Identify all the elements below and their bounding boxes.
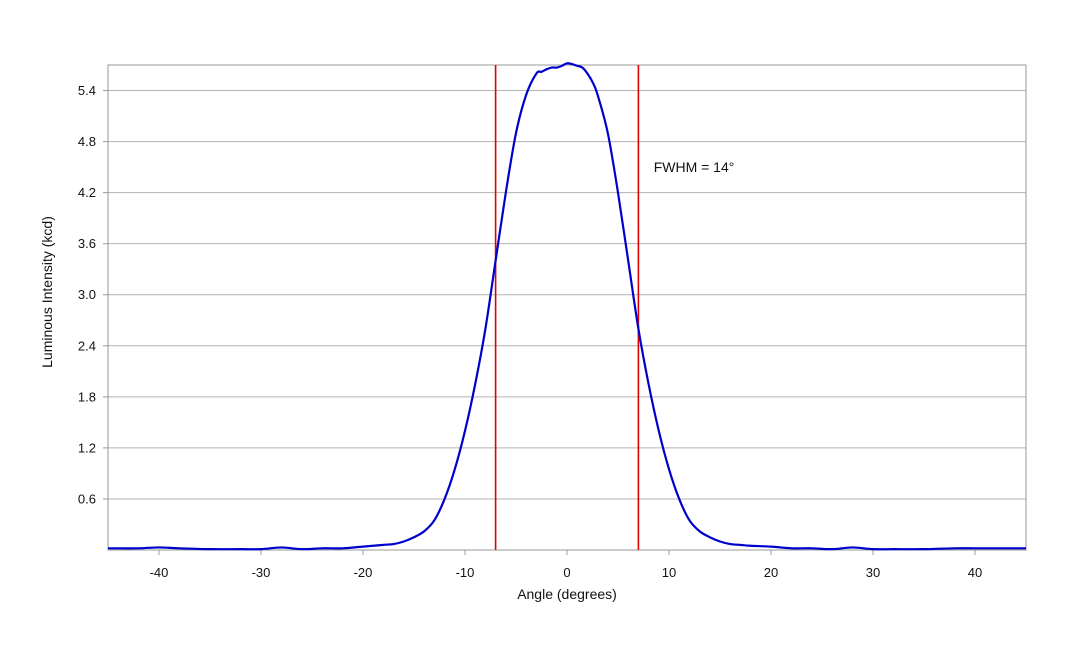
y-tick-label: 0.6 bbox=[78, 491, 96, 506]
x-tick-label: 10 bbox=[662, 565, 676, 580]
x-tick-label: -40 bbox=[150, 565, 169, 580]
y-tick-label: 3.6 bbox=[78, 236, 96, 251]
series-group bbox=[107, 62, 1026, 551]
plot-background bbox=[108, 65, 1026, 550]
y-axis-ticks: 0.6 1.2 1.8 2.4 3.0 3.6 4.2 4.8 5.4 bbox=[78, 83, 108, 506]
y-axis-label: Luminous Intensity (kcd) bbox=[39, 216, 55, 368]
x-tick-label: -10 bbox=[456, 565, 475, 580]
x-tick-label: 30 bbox=[866, 565, 880, 580]
x-tick-label: 0 bbox=[563, 565, 570, 580]
x-axis-label: Angle (degrees) bbox=[517, 586, 617, 602]
y-tick-label: 5.4 bbox=[78, 83, 96, 98]
y-tick-label: 3.0 bbox=[78, 287, 96, 302]
y-tick-label: 4.8 bbox=[78, 134, 96, 149]
y-tick-label: 1.2 bbox=[78, 440, 96, 455]
series-line bbox=[107, 62, 1026, 551]
y-tick-label: 2.4 bbox=[78, 338, 96, 353]
x-tick-label: 40 bbox=[968, 565, 982, 580]
y-tick-label: 4.2 bbox=[78, 185, 96, 200]
annotations: FWHM = 14° bbox=[654, 159, 735, 175]
x-tick-label: -20 bbox=[354, 565, 373, 580]
x-tick-label: -30 bbox=[252, 565, 271, 580]
fwhm-annotation: FWHM = 14° bbox=[654, 159, 735, 175]
y-tick-label: 1.8 bbox=[78, 389, 96, 404]
fwhm-markers bbox=[494, 65, 640, 550]
x-axis-ticks: -40 -30 -20 -10 0 10 20 30 40 bbox=[150, 550, 982, 580]
x-tick-label: 20 bbox=[764, 565, 778, 580]
grid-lines bbox=[108, 90, 1026, 500]
